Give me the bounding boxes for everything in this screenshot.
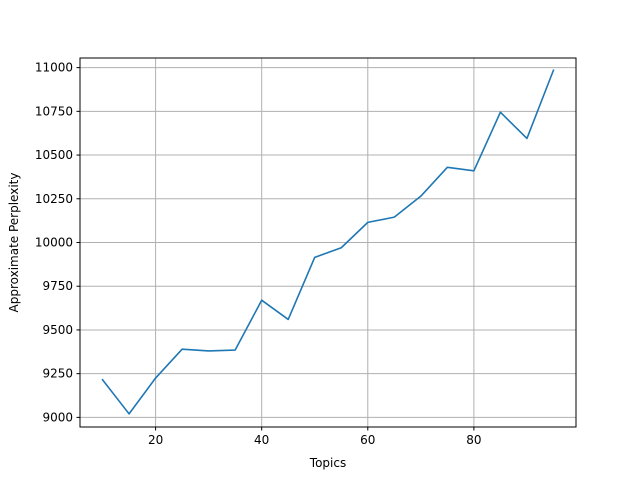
x-axis-ticks: 20 40 60 80 xyxy=(148,427,482,447)
y-tick-label: 11000 xyxy=(35,61,73,75)
y-tick-label: 10250 xyxy=(35,192,73,206)
y-axis-ticks: 9000 9250 9500 9750 10000 10250 10500 10750 1100… xyxy=(35,61,80,424)
y-tick-label: 9250 xyxy=(42,367,73,381)
y-axis-label: Approximate Perplexity xyxy=(7,173,21,313)
grid xyxy=(80,58,576,427)
x-tick-label: 80 xyxy=(466,433,481,447)
series-line-perplexity xyxy=(101,69,555,415)
x-axis-label: Topics xyxy=(309,456,346,470)
x-tick-label: 60 xyxy=(360,433,375,447)
y-tick-label: 9750 xyxy=(42,279,73,293)
series-layer xyxy=(101,69,555,415)
x-tick-label: 40 xyxy=(254,433,269,447)
x-tick-label: 20 xyxy=(148,433,163,447)
y-tick-label: 10000 xyxy=(35,236,73,250)
y-tick-label: 10750 xyxy=(35,104,73,118)
y-tick-label: 9500 xyxy=(42,323,73,337)
y-tick-label: 10500 xyxy=(35,148,73,162)
y-tick-label: 9000 xyxy=(42,410,73,424)
